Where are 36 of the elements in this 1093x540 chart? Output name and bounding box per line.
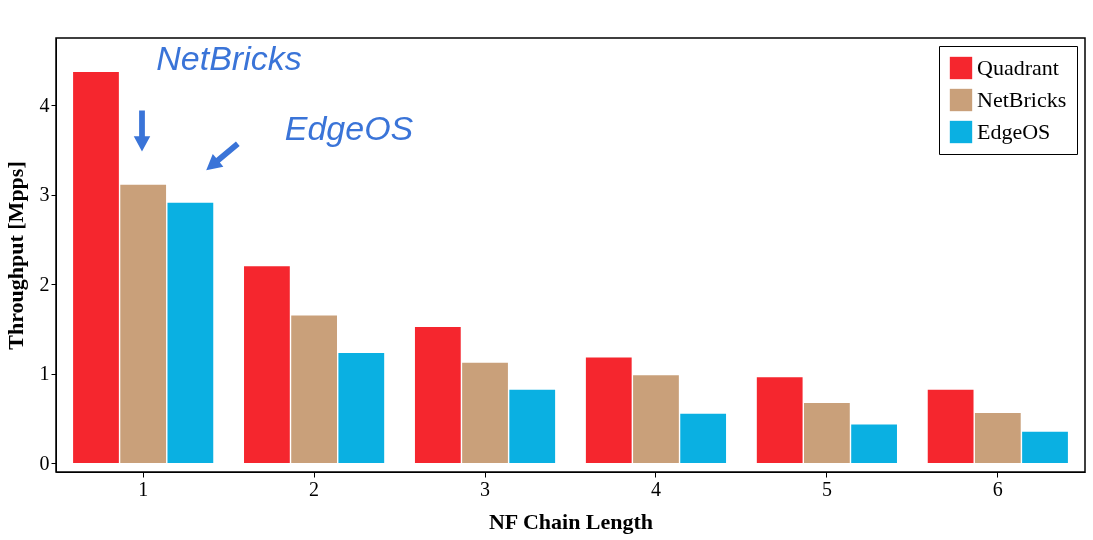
annotation: NetBricks [156,39,302,77]
bar [338,352,385,464]
y-tick-label: 1 [39,362,50,385]
x-tick-label: 1 [138,477,149,500]
y-tick-label: 3 [39,183,50,206]
bar [927,389,974,464]
bar [291,315,337,464]
bar [120,184,167,464]
bar [585,357,632,464]
y-axis-title: Throughput [Mpps] [2,161,28,350]
bar [851,424,897,464]
bar [167,202,214,464]
bar [756,377,803,464]
bar [509,389,556,464]
x-tick-label: 6 [992,477,1003,500]
x-tick-label: 4 [650,477,661,500]
bar [1022,431,1068,464]
x-tick-label: 5 [821,477,832,500]
bar [680,413,727,464]
bar [462,362,508,464]
y-tick-label: 2 [39,272,50,295]
x-axis-title: NF Chain Length [488,508,654,534]
y-tick-label: 0 [39,451,50,474]
bar [73,72,119,464]
bar [414,327,461,464]
legend-label: NetBricks [977,87,1067,112]
legend-label: EdgeOS [977,119,1051,144]
annotation: EdgeOS [284,109,414,147]
y-tick-label: 4 [39,93,50,116]
bar [974,412,1021,464]
bar [804,403,850,464]
x-tick-label: 2 [309,477,320,500]
bar [244,266,290,464]
bar [633,375,679,464]
legend-label: Quadrant [977,55,1059,80]
x-tick-label: 3 [480,477,491,500]
